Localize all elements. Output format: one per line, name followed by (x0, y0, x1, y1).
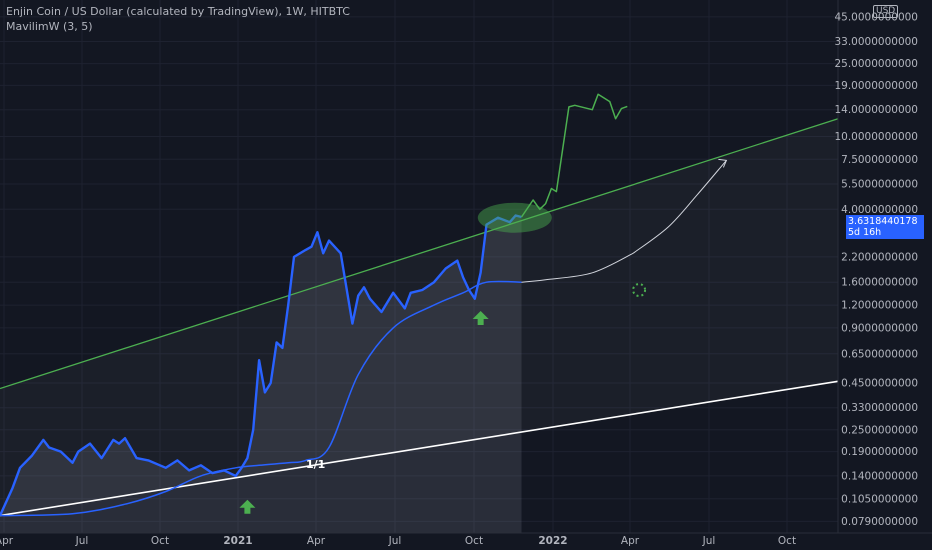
chart-legend: Enjin Coin / US Dollar (calculated by Tr… (6, 4, 350, 34)
price-tick-label: 1.2000000000 (841, 300, 918, 312)
channel-lines[interactable] (0, 118, 839, 517)
lower-channel-line (0, 380, 839, 517)
price-tick-label: 14.0000000000 (834, 104, 918, 116)
chart-title: Enjin Coin / US Dollar (calculated by Tr… (6, 5, 350, 18)
price-tick-label: 5.5000000000 (841, 179, 918, 191)
time-axis[interactable]: Apr Jul Oct 2021 Apr Jul Oct 2022 Apr Jul Oct (0, 532, 932, 547)
price-tick-label: 0.1900000000 (841, 446, 918, 458)
price-line (0, 214, 522, 517)
highlight-ellipse (477, 202, 552, 233)
price-tick-label: 33.0000000000 (834, 36, 918, 48)
price-tick-label: 2.2000000000 (841, 251, 918, 263)
price-tick-label: 4.0000000000 (841, 204, 918, 216)
last-price-value: 3.6318440178 (848, 216, 918, 227)
price-tick-label: 10.0000000000 (834, 131, 918, 143)
price-axis[interactable]: 60.000000000045.000000000033.00000000002… (834, 0, 918, 528)
price-tick-label: 25.0000000000 (834, 58, 918, 70)
price-tick-label: 0.9000000000 (841, 322, 918, 334)
arrow-up-icon (239, 499, 256, 514)
mavilimw-line (0, 280, 522, 517)
time-tick-label: Apr (621, 535, 640, 547)
time-tick-label: Apr (307, 535, 326, 547)
time-tick-label: Oct (778, 535, 796, 547)
projection-arrowhead (718, 158, 728, 168)
time-tick-label: Jul (388, 535, 402, 547)
series-lines (0, 93, 728, 517)
annotations (239, 202, 647, 514)
last-price-badge: 3.6318440178 5d 16h (846, 215, 924, 239)
bar-countdown: 5d 16h (848, 227, 882, 238)
price-tick-label: 60.0000000000 (834, 0, 918, 1)
upper-channel-line (0, 118, 839, 390)
projection-curve (632, 160, 727, 254)
time-tick-label: Apr (0, 535, 14, 547)
mavilimw-projection-line (521, 252, 634, 283)
time-tick-label: Oct (465, 535, 483, 547)
ghost-projection-line (520, 93, 628, 218)
currency-badge[interactable]: USD (873, 5, 899, 18)
price-tick-label: 0.0790000000 (841, 516, 918, 528)
price-tick-label: 0.6500000000 (841, 348, 918, 360)
price-tick-label: 0.4500000000 (841, 378, 918, 390)
ratio-label: 1/1 (306, 458, 325, 471)
time-tick-label: Jul (75, 535, 89, 547)
price-tick-label: 0.2500000000 (841, 424, 918, 436)
time-tick-label: Jul (702, 535, 716, 547)
dotted-circle-marker (632, 283, 647, 298)
indicator-label[interactable]: MavilimW (3, 5) (6, 20, 93, 33)
grid (0, 0, 838, 533)
time-tick-label: 2021 (223, 535, 252, 547)
price-tick-label: 1.6000000000 (841, 277, 918, 289)
price-tick-label: 0.1050000000 (841, 493, 918, 505)
time-tick-label: Oct (151, 535, 169, 547)
price-tick-label: 19.0000000000 (834, 80, 918, 92)
price-tick-label: 0.3300000000 (841, 402, 918, 414)
time-tick-label: 2022 (538, 535, 567, 547)
arrow-up-icon (472, 310, 489, 325)
price-tick-label: 7.5000000000 (841, 154, 918, 166)
price-tick-label: 0.1400000000 (841, 470, 918, 482)
